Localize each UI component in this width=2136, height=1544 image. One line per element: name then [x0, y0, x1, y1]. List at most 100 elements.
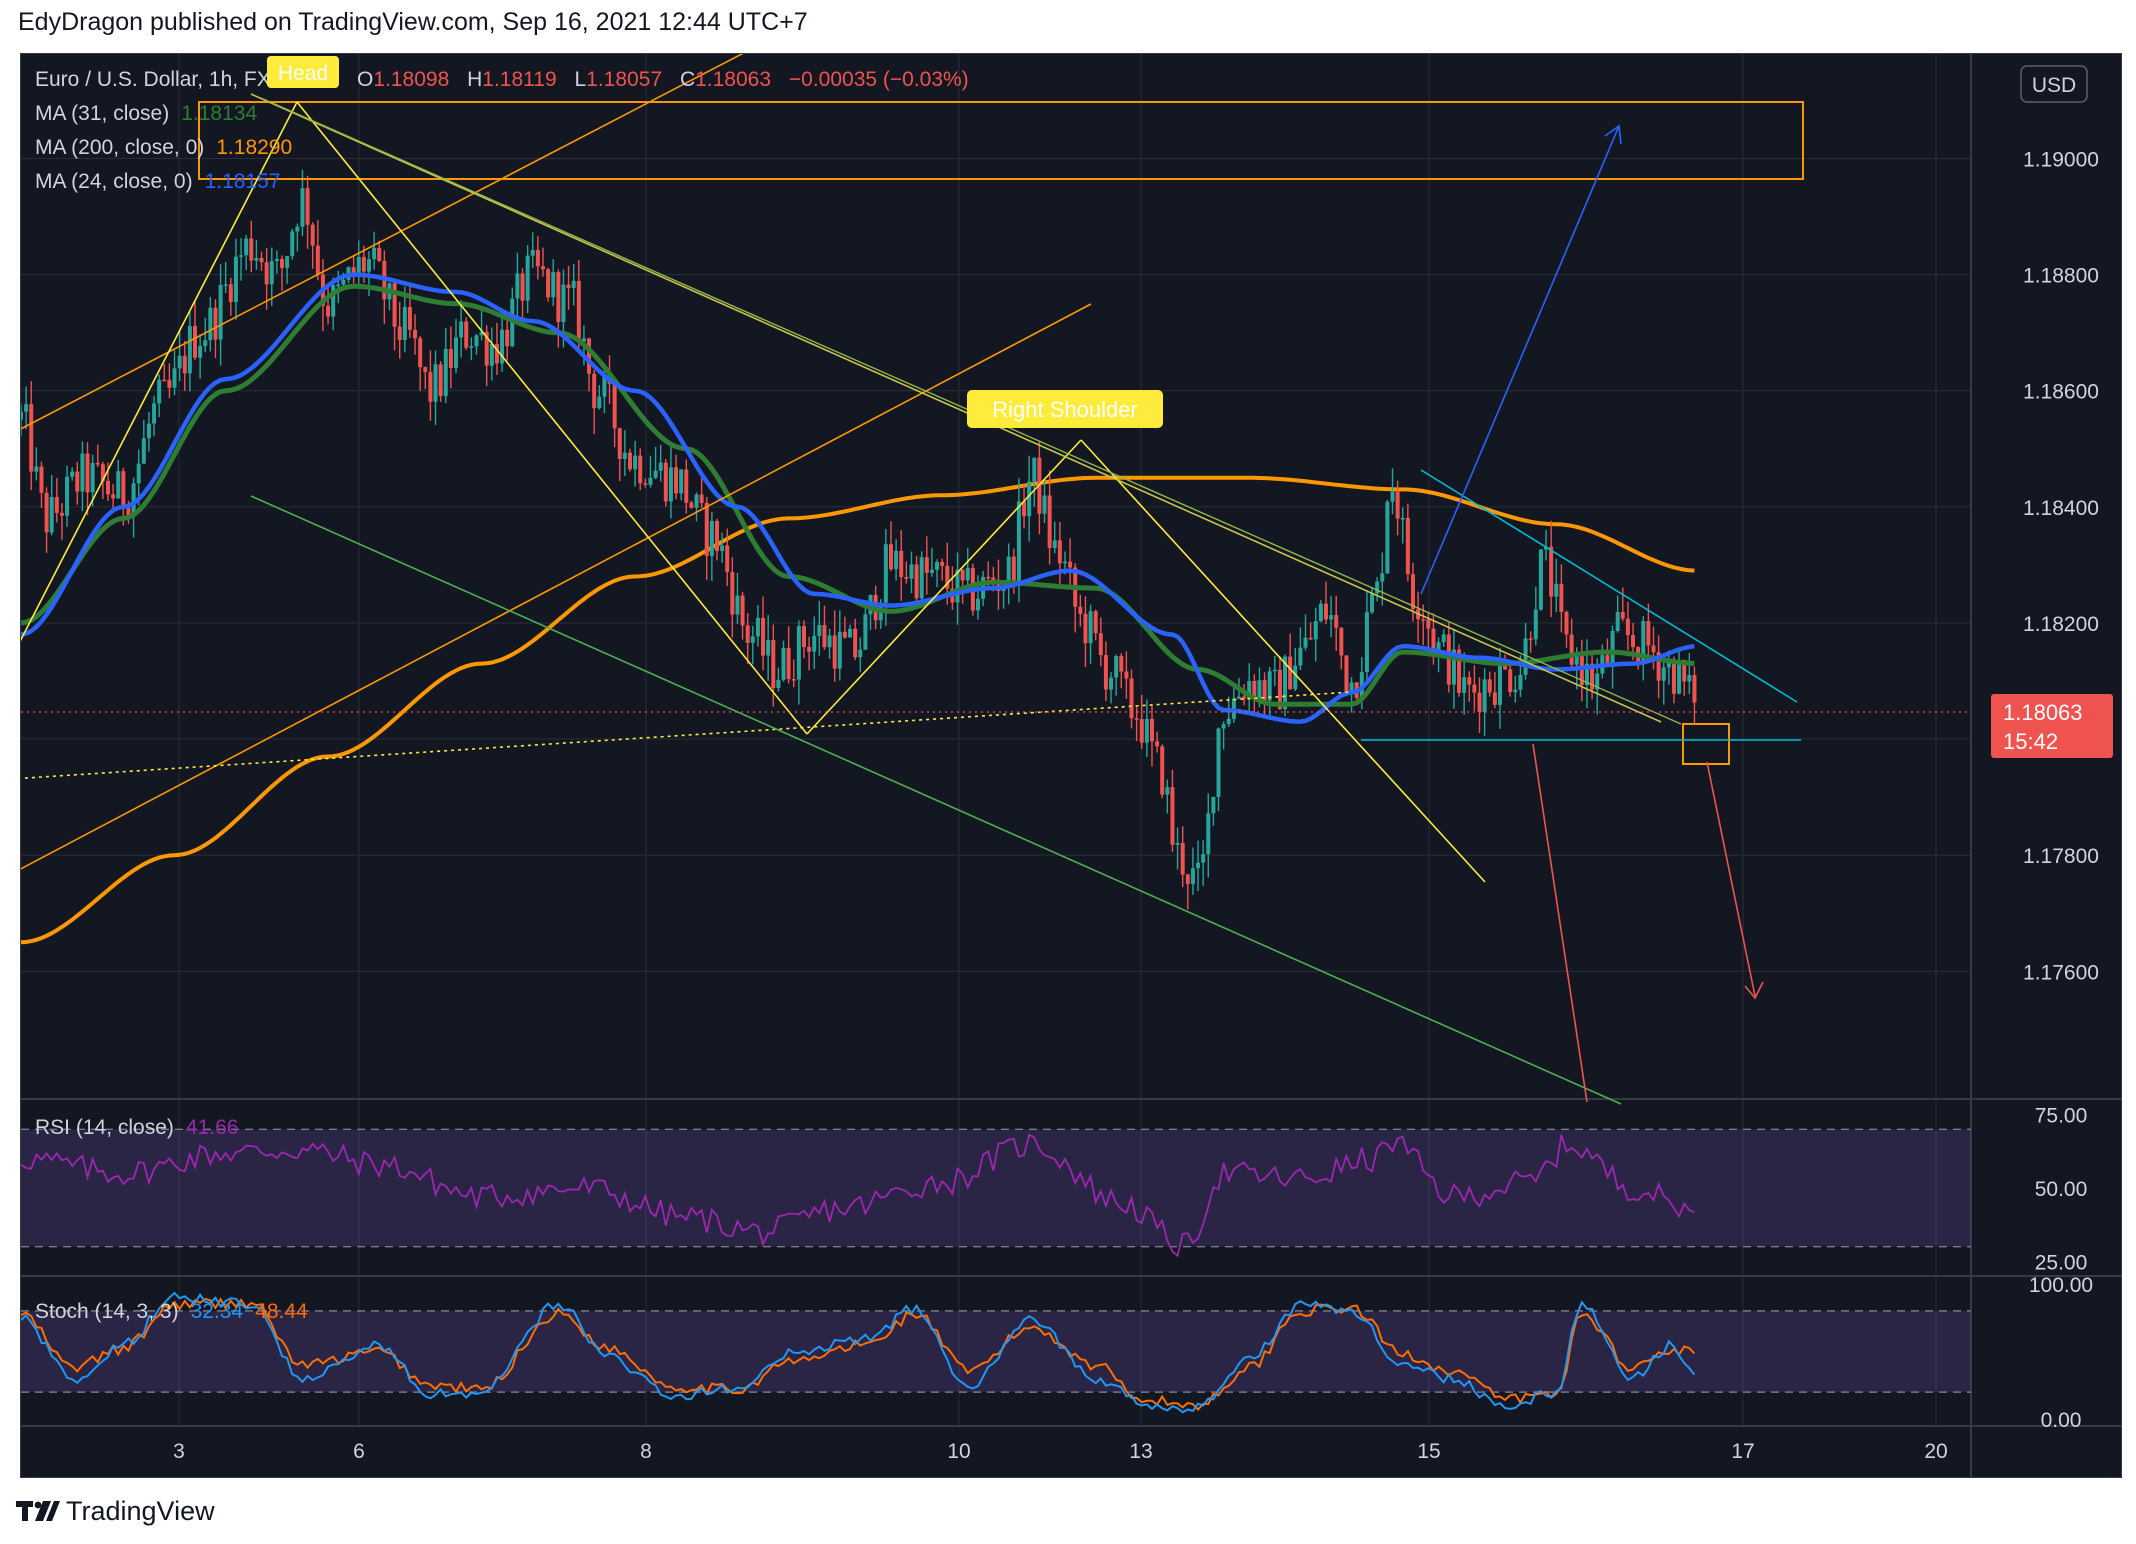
rsi-tick-label: 75.00 — [2035, 1105, 2088, 1128]
candle-body — [351, 267, 356, 274]
candle-body — [448, 348, 453, 369]
candle-body — [791, 679, 796, 681]
candle-body — [1011, 556, 1016, 581]
candle-body — [85, 453, 90, 493]
price-tick-label: 1.18600 — [2023, 381, 2099, 404]
candle-body — [397, 326, 402, 341]
candle-body — [285, 256, 290, 268]
candle-body — [443, 348, 448, 397]
candle-body — [1457, 649, 1462, 693]
candle-body — [1431, 628, 1436, 655]
candle-body — [837, 631, 842, 669]
candle-body — [100, 464, 105, 481]
yellow-neckline-diagonal — [250, 93, 1662, 723]
candle-body — [679, 469, 684, 494]
candle-body — [1339, 627, 1344, 656]
candle-body — [187, 325, 192, 374]
candle-body — [771, 640, 776, 689]
candle-body — [1574, 654, 1579, 665]
candle-body — [914, 564, 919, 599]
candle-body — [39, 466, 44, 493]
grid-lines — [21, 54, 2121, 1477]
candle-body — [653, 470, 658, 478]
candle-body — [1364, 612, 1369, 673]
candle-body — [1119, 655, 1124, 672]
candle-body — [1651, 645, 1656, 653]
footer-brand[interactable]: TradingView — [16, 1494, 215, 1528]
candle-body — [535, 249, 540, 267]
candle-body — [1446, 634, 1451, 685]
ma200-legend[interactable]: MA (200, close, 0) 1.18290 — [35, 136, 292, 159]
candle-body — [433, 364, 438, 402]
candle-body — [1584, 663, 1589, 685]
chart-frame[interactable]: 75.00 50.00 25.00 100.00 0.00 1.19000 1.1880… — [20, 53, 2122, 1478]
candle-body — [1206, 813, 1211, 855]
candle-body — [59, 512, 64, 516]
green-channel-line — [250, 495, 1622, 1105]
candle-body — [223, 284, 228, 286]
candle-body — [1656, 652, 1661, 681]
candle-body — [1190, 868, 1195, 885]
time-tick-label: 8 — [640, 1440, 652, 1463]
candle-body — [162, 379, 167, 382]
time-tick-label: 15 — [1417, 1440, 1440, 1463]
change-value: −0.00035 (−0.03%) — [789, 68, 969, 91]
candle-body — [1687, 675, 1692, 682]
candle-body — [1185, 874, 1190, 885]
candle-body — [1236, 696, 1241, 699]
candle-body — [479, 331, 484, 336]
candle-body — [1006, 556, 1011, 586]
ma31-legend[interactable]: MA (31, close) 1.18134 — [35, 102, 257, 125]
candle-body — [709, 521, 714, 556]
close-value: 1.18063 — [695, 68, 771, 91]
candle-body — [1288, 656, 1293, 690]
candle-body — [1661, 667, 1666, 681]
candle-body — [90, 462, 95, 493]
candle-body — [228, 284, 233, 303]
candle-body — [842, 631, 847, 638]
candle-body — [1226, 718, 1231, 725]
candle-body — [1078, 606, 1083, 614]
candle-body — [1093, 611, 1098, 634]
candle-body — [587, 338, 592, 374]
candle-body — [372, 247, 377, 260]
orange-trendline-lower — [21, 303, 1092, 870]
candle-body — [474, 335, 479, 347]
stoch-k-value: 32.34 — [191, 1300, 244, 1323]
footer-brand-text: TradingView — [66, 1495, 215, 1526]
candle-body — [1385, 501, 1390, 574]
candle-body — [300, 188, 305, 227]
candle-body — [469, 346, 474, 348]
right-shoulder-label: Right Shoulder — [992, 397, 1138, 422]
symbol-title[interactable]: Euro / U.S. Dollar, 1h, FXCM — [35, 68, 303, 91]
candle-body — [315, 245, 320, 275]
candle-body — [95, 462, 100, 465]
orange-trendline-upper — [21, 54, 744, 430]
candle-body — [1216, 728, 1221, 797]
candle-body — [658, 462, 663, 471]
candle-body — [1334, 615, 1339, 628]
candle-body — [1313, 621, 1318, 640]
candle-body — [955, 569, 960, 603]
candle-body — [796, 626, 801, 680]
currency-button-label: USD — [2032, 74, 2076, 97]
stoch-legend[interactable]: Stoch (14, 3, 3) 32.34 48.44 — [35, 1300, 308, 1323]
ma24-legend[interactable]: MA (24, close, 0) 1.18157 — [35, 170, 280, 193]
candle-body — [172, 368, 177, 388]
candle-body — [883, 544, 888, 603]
chart-canvas[interactable]: 75.00 50.00 25.00 100.00 0.00 1.19000 1.1880… — [21, 54, 2121, 1477]
rsi-legend[interactable]: RSI (14, close) 41.66 — [35, 1116, 238, 1139]
currency-button[interactable]: USD — [2020, 65, 2088, 103]
candle-body — [755, 617, 760, 637]
candle-body — [960, 569, 965, 581]
candle-body — [208, 307, 213, 341]
candle-body — [561, 284, 566, 323]
candle-body — [269, 261, 274, 285]
candle-body — [1344, 655, 1349, 694]
candle-body — [1395, 491, 1400, 519]
candle-layer — [21, 169, 1697, 910]
candle-body — [1380, 573, 1385, 582]
candle-body — [341, 279, 346, 285]
time-tick-label: 10 — [947, 1440, 970, 1463]
candle-body — [945, 565, 950, 589]
